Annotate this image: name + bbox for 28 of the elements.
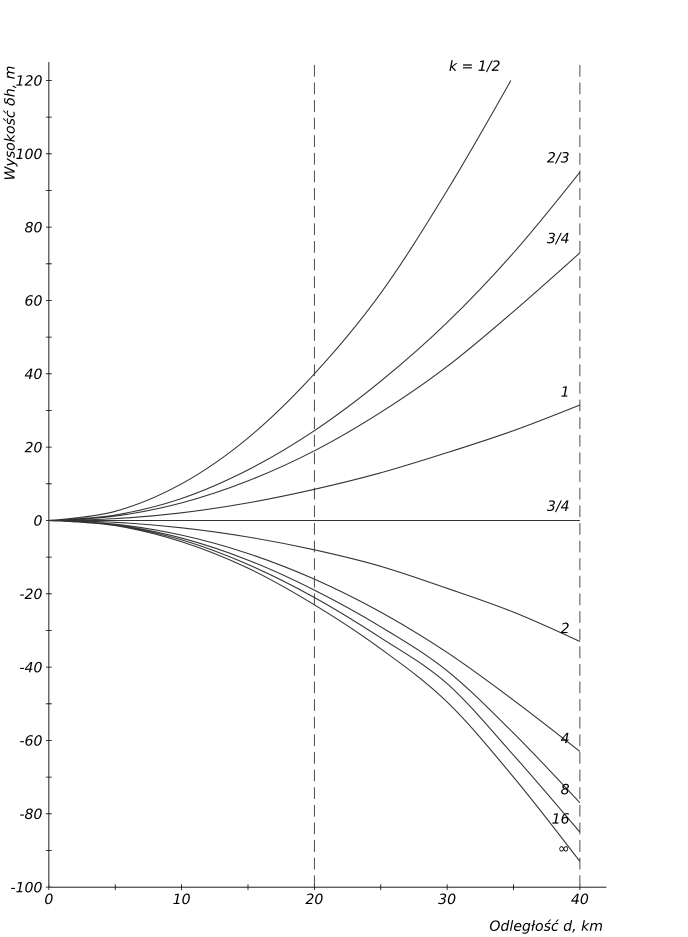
y-axis-title: Wysokość δh, m (3, 66, 18, 180)
y-tick-label: 20 (24, 442, 42, 452)
y-tick-label: 60 (25, 295, 42, 306)
y-tick-label: -100 (10, 882, 42, 892)
x-axis-title: Odległość d, km (490, 919, 602, 934)
series-label: 8 (560, 784, 569, 794)
x-tick-label: 20 (305, 894, 322, 904)
series-label: 16 (552, 813, 569, 824)
x-tick-label: 0 (44, 894, 52, 904)
series-label: ∞ (559, 846, 568, 852)
x-tick-label: 30 (438, 894, 456, 904)
series-label: 3/4 (546, 500, 568, 512)
y-tick-label: 80 (24, 222, 42, 232)
series-label: 1 (561, 386, 568, 397)
y-tick-label: 120 (16, 75, 42, 86)
y-tick-label: -80 (20, 808, 42, 820)
y-tick-label: 40 (24, 368, 42, 380)
y-tick-label: 100 (16, 148, 42, 160)
series-label: 3/4 (546, 232, 568, 244)
series-label: 2 (560, 622, 569, 634)
series-label: k = 1/2 (449, 60, 500, 72)
y-tick-label: 0 (34, 515, 42, 526)
y-tick-label: -20 (20, 588, 42, 600)
x-tick-label: 40 (571, 894, 588, 904)
x-tick-label: 10 (173, 894, 190, 904)
series-label: 2/3 (546, 152, 568, 164)
y-tick-label: -40 (20, 662, 42, 672)
y-tick-label: -60 (20, 735, 42, 746)
